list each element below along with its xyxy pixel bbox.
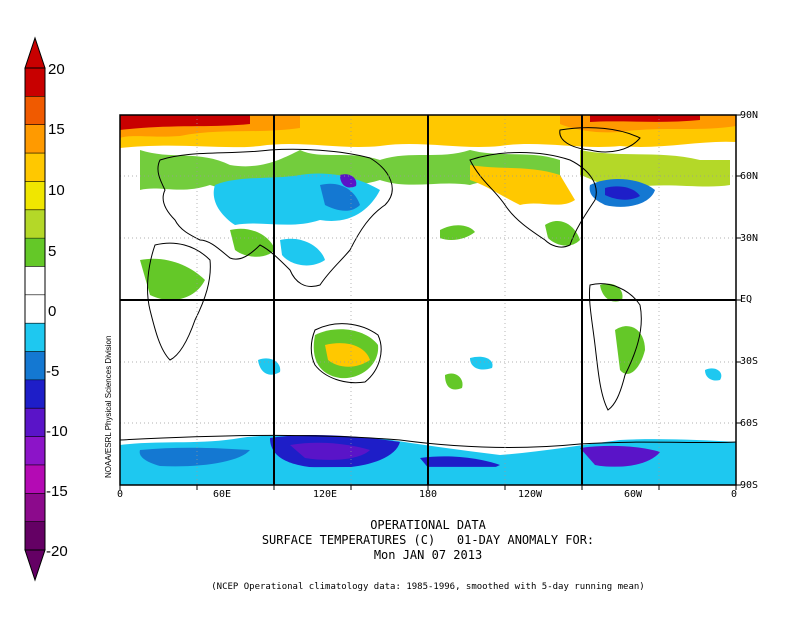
colorbar-segment (25, 238, 45, 267)
colorbar-segment (25, 351, 45, 381)
lat-label: 60N (740, 171, 759, 182)
credit-label: NOAA/ESRL Physical Sciences Division (104, 335, 113, 478)
lon-label: 0 (116, 489, 124, 500)
colorbar-segment (25, 181, 45, 211)
colorbar-segment (25, 266, 45, 296)
colorbar-frame (24, 67, 46, 551)
colorbar-segment (25, 323, 45, 353)
lat-label: 90N (740, 110, 759, 121)
colorbar-segment (25, 379, 45, 409)
colorbar-label: 5 (48, 243, 57, 260)
colorbar-label: 15 (48, 121, 65, 138)
lon-label: 120W (517, 489, 543, 500)
colorbar-legend: 20 15 10 5 0 -5 -10 -15 -20 (0, 0, 120, 618)
caption-line-3: Mon JAN 07 2013 (373, 548, 483, 562)
caption-line-2: SURFACE TEMPERATURES (C) 01-DAY ANOMALY … (261, 533, 595, 547)
colorbar-segment (25, 209, 45, 239)
colorbar-label: 20 (48, 61, 65, 78)
colorbar-segment (25, 408, 45, 438)
colorbar-segment (25, 436, 45, 466)
coastlines (120, 127, 736, 448)
colorbar-graphic (24, 36, 46, 582)
colorbar-label: 10 (48, 182, 65, 199)
colorbar-label: 0 (48, 303, 57, 320)
colorbar-segment (25, 464, 45, 494)
lat-label: EQ (740, 294, 753, 305)
lat-label: 30N (740, 233, 759, 244)
lon-label: 0 (730, 489, 738, 500)
colorbar-label: -10 (46, 423, 68, 440)
colorbar-segment (25, 153, 45, 182)
colorbar-label: -20 (46, 543, 68, 560)
lon-label: 60W (623, 489, 643, 500)
colorbar-segment (25, 521, 45, 551)
lat-label: 60S (740, 418, 759, 429)
colorbar-segment (25, 294, 45, 324)
footnote: (NCEP Operational climatology data: 1985… (211, 582, 645, 592)
lon-label: 120E (312, 489, 338, 500)
colorbar-segment (25, 68, 45, 97)
colorbar-label: -5 (46, 363, 60, 380)
colorbar-segment (25, 493, 45, 523)
caption-line-1: OPERATIONAL DATA (370, 518, 486, 532)
lon-label: 60E (212, 489, 232, 500)
lon-label: 180 (418, 489, 438, 500)
tick-marks (119, 114, 741, 490)
colorbar-label: -15 (46, 483, 68, 500)
lat-label: 30S (740, 356, 759, 367)
lat-label: 90S (740, 480, 759, 491)
colorbar-segment (25, 124, 45, 154)
colorbar-segment (25, 96, 45, 126)
